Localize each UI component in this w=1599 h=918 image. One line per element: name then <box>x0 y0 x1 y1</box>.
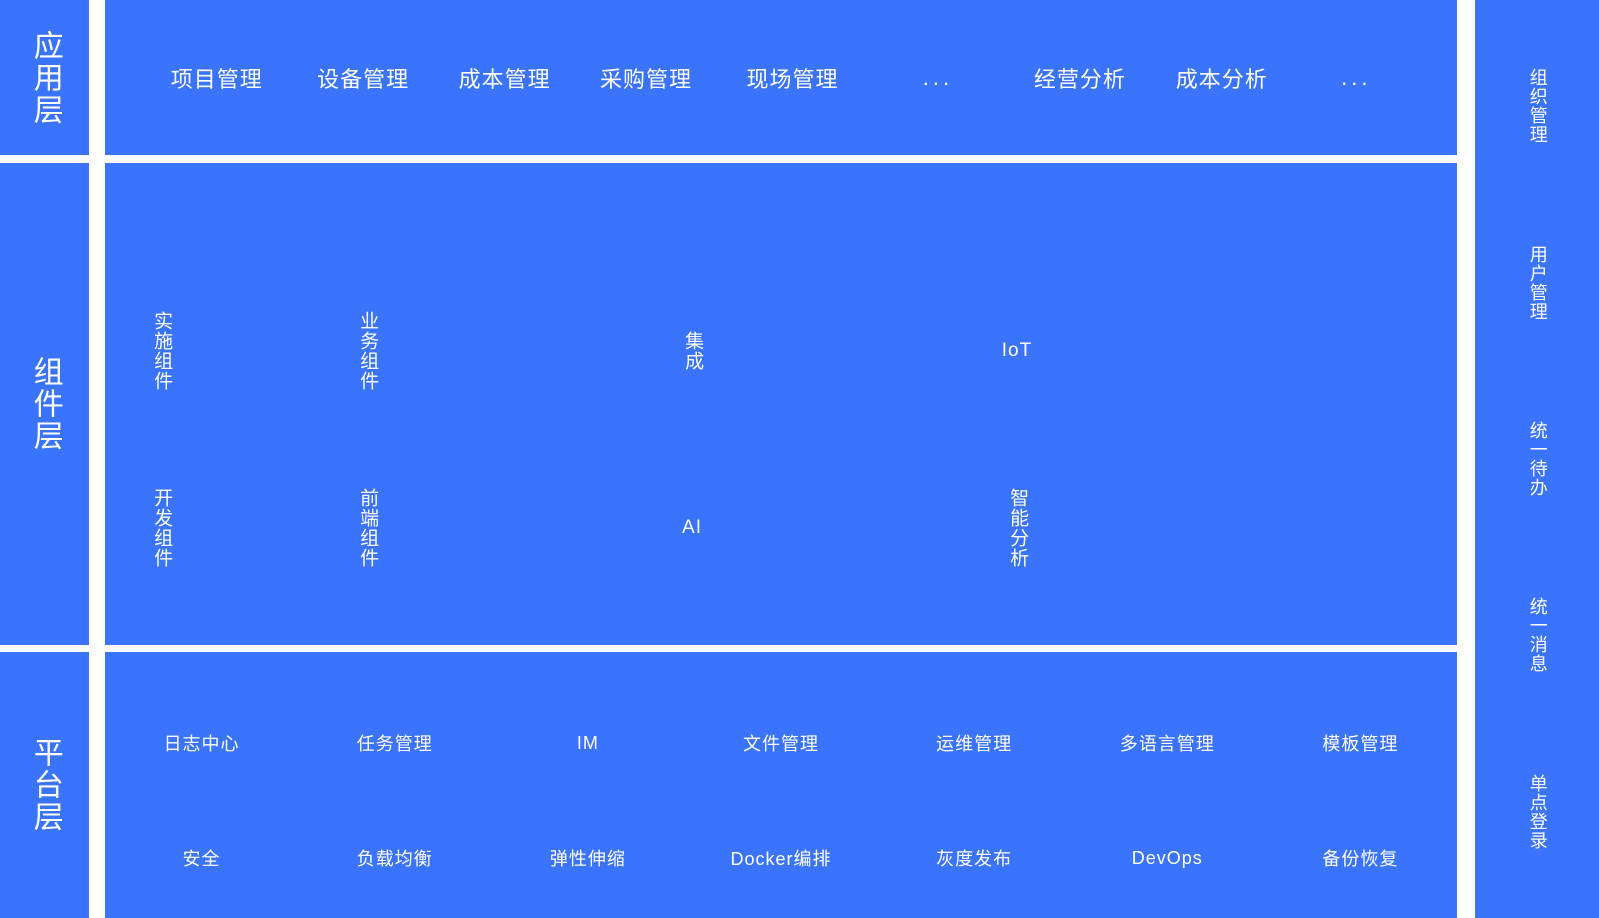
component-iot[interactable]: IoT <box>857 291 1177 411</box>
app-item-site-management[interactable]: 现场管理 <box>746 66 839 92</box>
sidebar-item-organization-management[interactable]: 组织管理 <box>1527 68 1548 145</box>
component-layer-row-2: 开发组件 前端组件 AI 智能分析 <box>105 468 1457 588</box>
application-layer-items: 项目管理 设备管理 成本管理 采购管理 现场管理 ... 经营分析 成本分析 .… <box>105 62 1457 94</box>
layer-label-platform: 平台层 <box>0 652 89 918</box>
platform-multilingual-management[interactable]: 多语言管理 <box>1119 734 1215 754</box>
platform-layer-row-2: 安全 负载均衡 弹性伸缩 Docker编排 灰度发布 DevOps 备份恢复 <box>105 839 1457 877</box>
platform-docker-orchestration[interactable]: Docker编排 <box>730 849 832 869</box>
component-frontend-label: 前端组件 <box>357 488 379 568</box>
component-implementation-label: 实施组件 <box>151 311 173 391</box>
component-implementation[interactable]: 实施组件 <box>115 291 207 411</box>
component-business-label: 业务组件 <box>357 311 379 391</box>
component-integration[interactable]: 集成 <box>527 291 857 411</box>
layer-label-platform-text: 平台层 <box>28 737 62 833</box>
app-item-cost-management[interactable]: 成本管理 <box>458 66 551 92</box>
component-integration-label: 集成 <box>682 331 704 371</box>
sidebar-item-unified-todo[interactable]: 统一待办 <box>1527 420 1548 497</box>
sidebar-item-unified-message[interactable]: 统一消息 <box>1527 597 1548 674</box>
platform-layer-row-1: 日志中心 任务管理 IM 文件管理 运维管理 多语言管理 模板管理 <box>105 724 1457 762</box>
platform-devops[interactable]: DevOps <box>1131 847 1203 868</box>
app-item-cost-analysis[interactable]: 成本分析 <box>1175 66 1268 92</box>
app-item-project-management[interactable]: 项目管理 <box>170 66 263 92</box>
app-item-ellipsis-left: ... <box>922 64 954 90</box>
sidebar-item-user-management[interactable]: 用户管理 <box>1527 244 1548 321</box>
layer-label-component-text: 组件层 <box>28 356 62 452</box>
application-layer-panel: 项目管理 设备管理 成本管理 采购管理 现场管理 ... 经营分析 成本分析 .… <box>105 0 1457 155</box>
component-business[interactable]: 业务组件 <box>207 291 527 411</box>
platform-gray-release[interactable]: 灰度发布 <box>936 849 1013 869</box>
component-frontend[interactable]: 前端组件 <box>207 468 527 588</box>
component-layer-row-1: 实施组件 业务组件 集成 IoT <box>105 291 1457 411</box>
platform-log-center[interactable]: 日志中心 <box>163 734 240 754</box>
layer-label-application: 应用层 <box>0 0 89 155</box>
platform-security[interactable]: 安全 <box>182 849 221 869</box>
component-ai[interactable]: AI <box>527 468 857 588</box>
component-intelligent-analysis-label: 智能分析 <box>1007 488 1029 568</box>
app-item-equipment-management[interactable]: 设备管理 <box>317 66 410 92</box>
platform-task-management[interactable]: 任务管理 <box>356 734 433 754</box>
app-item-procurement-management[interactable]: 采购管理 <box>600 66 693 92</box>
platform-load-balancing[interactable]: 负载均衡 <box>356 849 433 869</box>
component-layer-panel: 实施组件 业务组件 集成 IoT 开发组件 前端组件 AI 智能分析 <box>105 163 1457 645</box>
app-item-business-analysis[interactable]: 经营分析 <box>1033 66 1126 92</box>
platform-file-management[interactable]: 文件管理 <box>742 734 819 754</box>
platform-elastic-scaling[interactable]: 弹性伸缩 <box>549 849 626 869</box>
component-intelligent-analysis[interactable]: 智能分析 <box>857 468 1177 588</box>
layer-label-application-text: 应用层 <box>28 29 62 126</box>
app-item-ellipsis-right: ... <box>1341 64 1372 90</box>
platform-template-management[interactable]: 模板管理 <box>1322 734 1399 754</box>
platform-services-sidebar: 组织管理 用户管理 统一待办 统一消息 单点登录 <box>1475 0 1599 918</box>
platform-ops-management[interactable]: 运维管理 <box>936 734 1013 754</box>
component-iot-label: IoT <box>1001 340 1033 361</box>
sidebar-item-single-sign-on[interactable]: 单点登录 <box>1527 773 1548 850</box>
layer-label-component: 组件层 <box>0 163 89 645</box>
platform-layer-panel: 日志中心 任务管理 IM 文件管理 运维管理 多语言管理 模板管理 安全 负载均… <box>105 652 1457 918</box>
platform-im[interactable]: IM <box>576 732 599 753</box>
component-ai-label: AI <box>682 517 702 538</box>
component-development[interactable]: 开发组件 <box>115 468 207 588</box>
component-development-label: 开发组件 <box>151 488 173 568</box>
platform-backup-recovery[interactable]: 备份恢复 <box>1322 849 1399 869</box>
